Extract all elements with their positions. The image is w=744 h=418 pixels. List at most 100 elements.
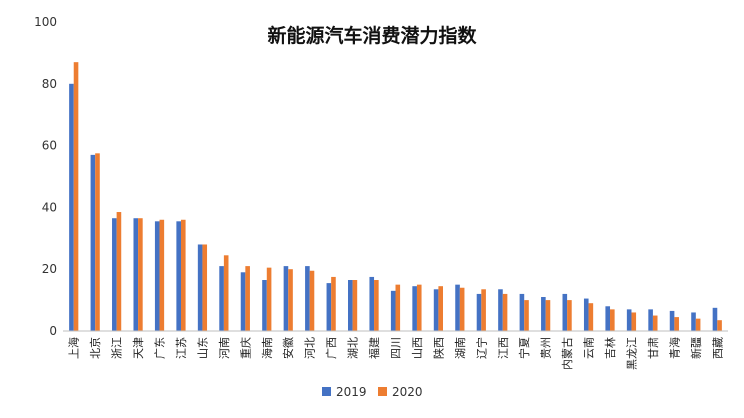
bar-2019-北京 (90, 154, 96, 331)
y-tick-label: 60 (42, 139, 57, 153)
bar-2020-浙江 (116, 212, 122, 331)
bar-2019-贵州 (541, 297, 546, 331)
legend: 2019 2020 (322, 385, 423, 399)
bar-2020-江西 (502, 293, 508, 331)
bar-2019-天津 (133, 218, 139, 331)
legend-label: 2019 (336, 385, 367, 399)
bar-2020-海南 (266, 267, 272, 331)
bar-2020-重庆 (245, 266, 250, 331)
bar-2020-福建 (374, 280, 379, 331)
x-tick-label: 贵州 (540, 337, 553, 359)
bar-2019-广东 (154, 221, 160, 331)
x-tick-label: 湖北 (347, 337, 360, 359)
bar-2020-陕西 (438, 286, 443, 331)
bar-2019-湖北 (348, 280, 353, 331)
bar-2020-新疆 (695, 318, 701, 331)
bar-2019-山西 (412, 286, 417, 331)
bar-2020-山西 (416, 284, 422, 331)
bar-2020-河南 (223, 255, 229, 331)
bar-2020-青海 (674, 317, 679, 331)
y-axis: 0 20 40 60 80 100 (34, 15, 57, 338)
x-tick-label: 福建 (367, 337, 381, 359)
x-tick-label: 内蒙古 (560, 337, 574, 370)
bar-2020-山东 (202, 244, 208, 331)
x-tick-label: 云南 (583, 337, 596, 359)
bar-2019-上海 (69, 83, 74, 331)
bar-2020-广东 (159, 219, 165, 331)
bar-2020-贵州 (545, 300, 551, 331)
x-tick-label: 西藏 (711, 337, 724, 359)
bar-2019-河南 (219, 266, 224, 331)
bar-2019-重庆 (240, 272, 246, 331)
x-tick-label: 四川 (390, 337, 403, 359)
x-tick-label: 广西 (325, 337, 338, 359)
bar-2020-黑龙江 (631, 312, 637, 331)
x-tick-label: 山西 (411, 337, 424, 359)
bar-2020-江苏 (180, 219, 186, 331)
x-tick-label: 北京 (88, 337, 102, 359)
x-tick-label: 宁夏 (517, 337, 531, 359)
bar-2019-山东 (197, 244, 203, 331)
bar-2020-四川 (395, 284, 401, 331)
bar-2019-黑龙江 (626, 309, 632, 331)
x-tick-label: 江西 (497, 337, 510, 359)
bar-2019-四川 (390, 290, 396, 331)
bar-2020-辽宁 (481, 289, 486, 331)
bar-2019-广西 (326, 283, 332, 331)
x-tick-label: 黑龙江 (625, 337, 638, 370)
x-tick-label: 陕西 (431, 337, 445, 359)
bar-2020-广西 (331, 276, 336, 331)
x-tick-label: 海南 (260, 337, 274, 359)
bar-2020-北京 (95, 153, 100, 331)
bar-2019-海南 (262, 280, 267, 331)
x-tick-label: 河南 (218, 337, 231, 359)
bar-2019-西藏 (712, 307, 718, 331)
bar-2020-西藏 (717, 320, 722, 331)
x-tick-label: 青海 (667, 337, 681, 359)
bar-2020-湖北 (352, 280, 358, 331)
bar-2019-吉林 (605, 306, 611, 331)
bar-2019-云南 (583, 298, 589, 331)
x-tick-label: 吉林 (603, 337, 617, 359)
bars-group (69, 62, 722, 332)
bar-2019-甘肃 (648, 309, 653, 331)
y-tick-label: 40 (42, 200, 57, 214)
bar-2019-宁夏 (519, 293, 525, 331)
bar-2019-江西 (498, 289, 503, 331)
bar-2020-宁夏 (524, 300, 529, 331)
x-tick-label: 重庆 (238, 337, 252, 359)
bar-2019-河北 (305, 266, 310, 331)
bar-2019-陕西 (433, 289, 439, 331)
x-tick-label: 河北 (304, 337, 317, 359)
x-tick-label: 天津 (132, 337, 145, 359)
bar-2020-吉林 (610, 309, 615, 331)
x-tick-label: 安徽 (281, 337, 295, 359)
x-tick-label: 甘肃 (647, 337, 660, 359)
chart-title: 新能源汽车消费潜力指数 (267, 24, 477, 47)
legend-label: 2020 (392, 385, 423, 399)
bar-2019-湖南 (455, 284, 460, 331)
x-tick-label: 广东 (154, 337, 167, 359)
legend-swatch-2019 (322, 387, 331, 396)
bar-2019-浙江 (112, 218, 117, 331)
legend-swatch-2020 (378, 387, 387, 396)
x-tick-label: 湖南 (454, 337, 467, 359)
bar-2020-湖南 (459, 287, 465, 331)
bar-2019-新疆 (691, 312, 696, 331)
y-tick-label: 20 (42, 262, 57, 276)
bar-2020-甘肃 (652, 315, 658, 331)
bar-2019-江苏 (176, 221, 181, 331)
bar-2020-上海 (73, 62, 79, 332)
x-tick-label: 浙江 (111, 337, 124, 359)
x-tick-label: 上海 (67, 337, 81, 359)
x-axis: 上海 北京 浙江 天津 广东 江苏 山东 河南 重庆 海南 安徽 河北 广西 湖北 福建 四川 山西 陕西 湖南 辽宁… (67, 337, 725, 370)
bar-2020-云南 (588, 303, 594, 331)
y-tick-label: 80 (42, 77, 57, 91)
bar-2020-安徽 (288, 269, 293, 331)
bar-2020-河北 (309, 270, 315, 331)
x-tick-label: 辽宁 (474, 337, 488, 359)
bar-2019-青海 (669, 310, 675, 331)
bar-2019-福建 (369, 276, 375, 331)
bar-2020-内蒙古 (567, 300, 572, 331)
